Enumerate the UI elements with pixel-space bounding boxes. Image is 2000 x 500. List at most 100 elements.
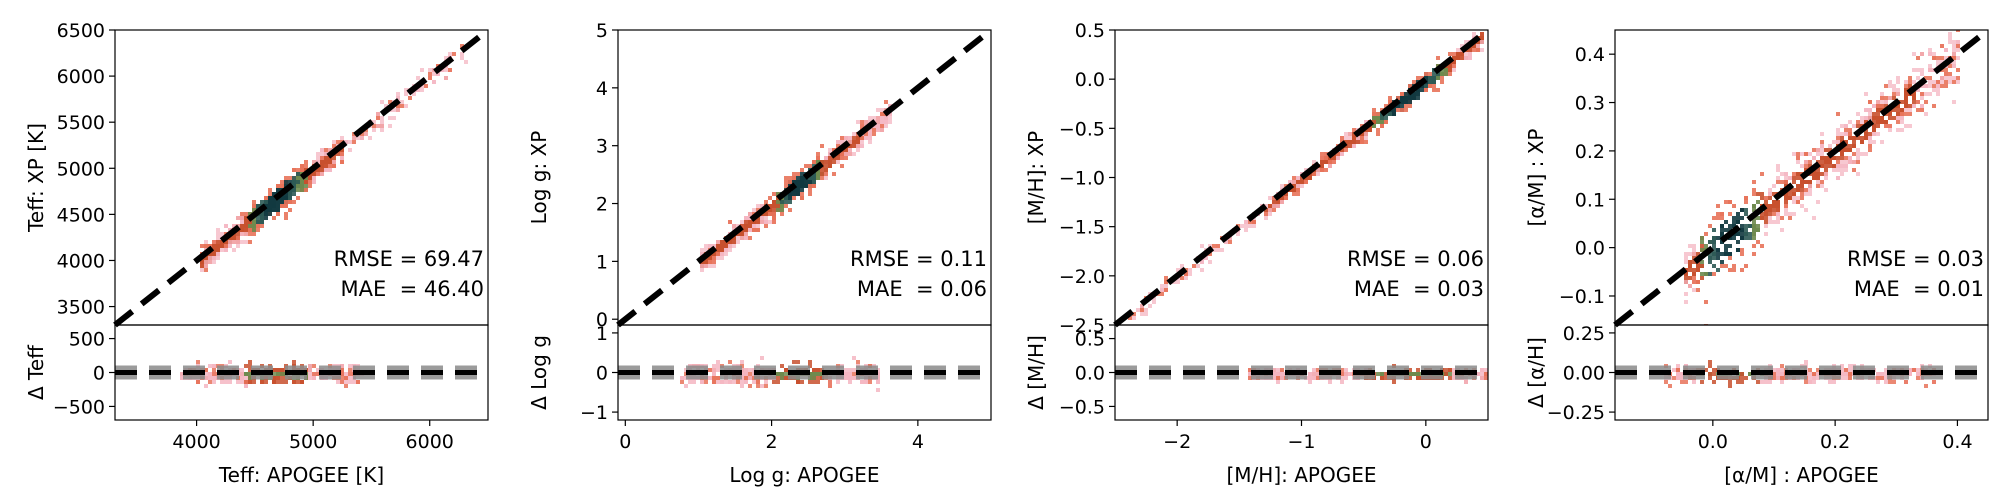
density-cell bbox=[1708, 360, 1712, 364]
density-cell bbox=[716, 368, 720, 372]
density-cell bbox=[716, 240, 720, 244]
density-cell bbox=[808, 176, 812, 180]
density-cell bbox=[348, 140, 352, 144]
density-cell bbox=[872, 132, 876, 136]
residual-y-tick-label: −500 bbox=[53, 396, 105, 418]
density-cell bbox=[252, 208, 256, 212]
density-cell bbox=[1452, 372, 1456, 376]
density-cell bbox=[272, 216, 276, 220]
density-cell bbox=[840, 136, 844, 140]
density-cell bbox=[1908, 368, 1912, 372]
density-cell bbox=[1700, 248, 1704, 252]
density-cell bbox=[1836, 168, 1840, 172]
density-cell bbox=[1696, 264, 1700, 268]
density-cell bbox=[1684, 280, 1688, 284]
density-cell bbox=[1820, 156, 1824, 160]
density-cell bbox=[1288, 180, 1292, 184]
density-cell bbox=[1708, 260, 1712, 264]
y-tick-label: 0 bbox=[596, 309, 608, 331]
density-cell bbox=[1344, 376, 1348, 380]
density-cell bbox=[1428, 84, 1432, 88]
x-tick-label: 4000 bbox=[172, 431, 220, 453]
density-cell bbox=[1764, 212, 1768, 216]
density-cell bbox=[1880, 96, 1884, 100]
density-cell bbox=[1276, 368, 1280, 372]
density-cell bbox=[1764, 220, 1768, 224]
density-cell bbox=[308, 376, 312, 380]
density-cell bbox=[1808, 376, 1812, 380]
density-cell bbox=[216, 256, 220, 260]
density-cell bbox=[740, 236, 744, 240]
density-cell bbox=[1276, 372, 1280, 376]
density-cell bbox=[252, 380, 256, 384]
density-cell bbox=[712, 376, 716, 380]
density-cell bbox=[1740, 216, 1744, 220]
density-cell bbox=[1956, 80, 1960, 84]
density-cell bbox=[1768, 208, 1772, 212]
density-cell bbox=[316, 160, 320, 164]
density-cell bbox=[212, 252, 216, 256]
density-cell bbox=[1804, 152, 1808, 156]
density-cell bbox=[1244, 228, 1248, 232]
density-cell bbox=[1868, 100, 1872, 104]
density-cell bbox=[308, 364, 312, 368]
density-cell bbox=[1820, 160, 1824, 164]
density-cell bbox=[836, 140, 840, 144]
density-cell bbox=[748, 220, 752, 224]
density-cell bbox=[1720, 240, 1724, 244]
density-cell bbox=[848, 368, 852, 372]
density-cell bbox=[1452, 56, 1456, 60]
density-cell bbox=[320, 156, 324, 160]
density-cell bbox=[300, 168, 304, 172]
density-cell bbox=[364, 132, 368, 136]
density-cell bbox=[1884, 104, 1888, 108]
density-cell bbox=[700, 264, 704, 268]
density-cell bbox=[1728, 252, 1732, 256]
density-cell bbox=[1684, 276, 1688, 280]
density-cell bbox=[380, 116, 384, 120]
residual-y-tick-label: −0.5 bbox=[1059, 396, 1105, 418]
density-cell bbox=[1468, 52, 1472, 56]
density-cell bbox=[284, 212, 288, 216]
density-cell bbox=[380, 128, 384, 132]
density-cell bbox=[1696, 288, 1700, 292]
density-cell bbox=[432, 72, 436, 76]
density-cell bbox=[1952, 76, 1956, 80]
density-cell bbox=[1144, 312, 1148, 316]
density-cell bbox=[1888, 112, 1892, 116]
density-cell bbox=[1404, 92, 1408, 96]
density-cell bbox=[704, 264, 708, 268]
density-cell bbox=[852, 376, 856, 380]
density-cell bbox=[288, 180, 292, 184]
density-cell bbox=[1724, 228, 1728, 232]
density-cell bbox=[1496, 376, 1500, 380]
density-cell bbox=[1132, 312, 1136, 316]
density-cell bbox=[1452, 52, 1456, 56]
density-cell bbox=[732, 380, 736, 384]
density-cell bbox=[1788, 212, 1792, 216]
density-cell bbox=[1808, 184, 1812, 188]
density-cell bbox=[1136, 308, 1140, 312]
density-cell bbox=[1764, 216, 1768, 220]
density-cell bbox=[716, 364, 720, 368]
density-cell bbox=[788, 196, 792, 200]
y-tick-label: 4500 bbox=[57, 204, 105, 226]
density-cell bbox=[848, 372, 852, 376]
density-cell bbox=[724, 380, 728, 384]
density-cell bbox=[1772, 200, 1776, 204]
density-cell bbox=[840, 164, 844, 168]
density-cell bbox=[240, 220, 244, 224]
density-cell bbox=[812, 184, 816, 188]
density-cell bbox=[220, 248, 224, 252]
density-cell bbox=[1944, 80, 1948, 84]
density-cell bbox=[1952, 44, 1956, 48]
density-cell bbox=[1824, 160, 1828, 164]
density-cell bbox=[1836, 156, 1840, 160]
density-cell bbox=[264, 380, 268, 384]
density-cell bbox=[876, 380, 880, 384]
density-cell bbox=[776, 380, 780, 384]
density-cell bbox=[332, 140, 336, 144]
density-cell bbox=[844, 372, 848, 376]
density-cell bbox=[1412, 92, 1416, 96]
density-cell bbox=[1496, 368, 1500, 372]
